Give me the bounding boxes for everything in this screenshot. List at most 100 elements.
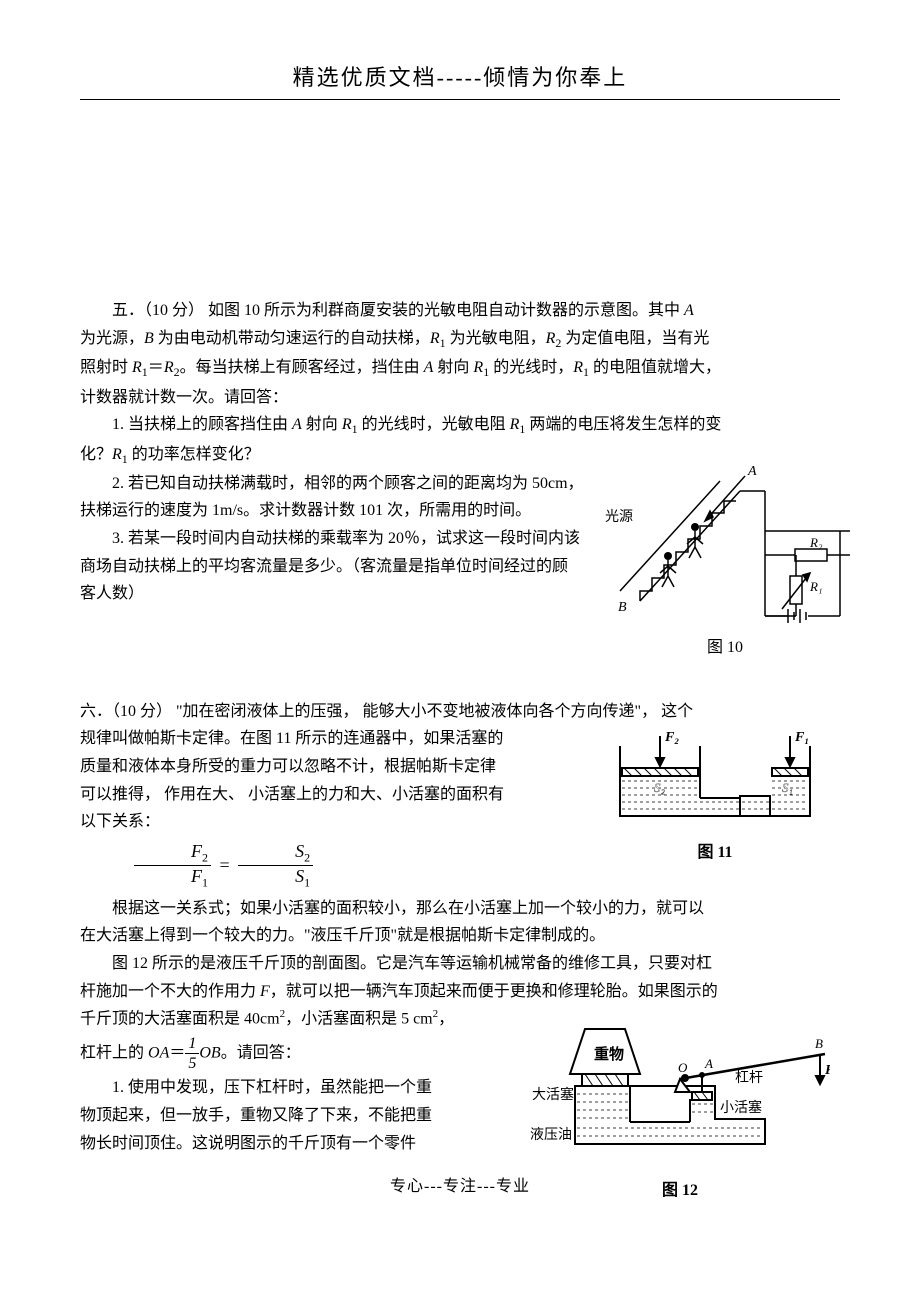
symbol-OB: OB [199,1044,220,1061]
q6-intro-line4: 可以推得， 作用在大、 小活塞上的力和大、小活塞的面积有 [80,782,551,808]
symbol-R: R [164,359,174,376]
q5-intro-line3: 照射时 R1＝R2。每当扶梯上有顾客经过，挡住由 A 射向 R1 的光线时，R1… [80,355,840,382]
label-B: B [815,1036,823,1051]
eq-sign: ＝ [148,359,164,376]
t: ，就可以把一辆汽车顶起来而便于更换和修理轮胎。如果图示的 [270,983,718,1000]
t: 为光敏电阻， [446,330,546,347]
label-F1: F₁ [794,730,809,745]
symbol-R: R [342,416,352,433]
t: 千斤顶的大活塞面积是 40cm [80,1010,280,1027]
t: ， [438,1010,454,1027]
figure-12: 重物 大活塞 液压油 杠杆 小活塞 O A B F 图 12 [530,1024,830,1204]
sub: 2 [202,850,208,864]
question-5-block: 五．（10 分） 如图 10 所示为利群商厦安装的光敏电阻自动计数器的示意图。其… [80,298,840,607]
t: 。每当扶梯上有顾客经过，挡住由 [180,359,424,376]
label-guangyuan: 光源 [605,509,633,525]
q5-sub2-line1: 2. 若已知自动扶梯满载时，相邻的两个顾客之间的距离均为 50cm， [80,471,597,497]
t: 为光源， [80,330,144,347]
sub: 2 [304,850,310,864]
symbol-A: A [684,302,694,319]
q6-intro-line1: 六．（10 分） "加在密闭液体上的压强， 能够大小不变地被液体向各个方向传递"… [80,699,840,725]
q5-intro-line4: 计数器就计数一次。请回答： [80,385,840,411]
symbol-F: F [260,983,270,1000]
t: 的光线时，光敏电阻 [358,416,510,433]
figure-10-caption: 图 10 [600,635,850,661]
q5-intro-line1: 五．（10 分） 如图 10 所示为利群商厦安装的光敏电阻自动计数器的示意图。其… [80,298,840,324]
q6-sub1-line1: 1. 使用中发现，压下杠杆时，虽然能把一个重 [80,1075,498,1101]
q5-heading: 五．（10 分） [112,302,204,319]
t: 。请回答： [221,1044,301,1061]
q5-sub2-line2: 扶梯运行的速度为 1m/s。求计数器计数 101 次，所需用的时间。 [80,498,597,524]
figure-11-caption: 图 11 [610,840,820,866]
label-big-piston: 大活塞 [532,1086,574,1103]
q6-oa-line: 杠杆上的 OA＝15OB。请回答： [80,1034,498,1073]
label-F: F [824,1063,830,1078]
symbol-A: A [424,359,434,376]
q6-body-line3: 图 12 所示的是液压千斤顶的剖面图。它是汽车等运输机械常备的维修工具，只要对杠 [80,951,840,977]
label-A: A [747,464,757,479]
t: 的功率怎样变化？ [128,446,260,463]
label-B: B [618,600,627,615]
symbol-R: R [132,359,142,376]
q5-sub1-line1: 1. 当扶梯上的顾客挡住由 A 射向 R1 的光线时，光敏电阻 R1 两端的电压… [80,412,840,439]
q6-heading: 六．（10 分） [80,703,172,720]
label-S2: S₂ [654,780,666,795]
symbol-OA: OA [148,1044,169,1061]
t: 射向 [302,416,342,433]
symbol-R: R [112,446,122,463]
header-title: 精选优质文档-----倾情为你奉上 [80,60,840,100]
q5-intro-line2: 为光源，B 为由电动机带动匀速运行的自动扶梯，R1 为光敏电阻，R2 为定值电阻… [80,326,840,353]
q6-sub1-line3: 物长时间顶住。这说明图示的千斤顶有一个零件 [80,1131,498,1157]
t: 杠杆上的 [80,1044,148,1061]
q6-body-line1: 根据这一关系式；如果小活塞的面积较小，那么在小活塞上加一个较小的力，就可以 [80,896,840,922]
label-small-piston: 小活塞 [720,1099,762,1116]
t: 为定值电阻，当有光 [561,330,709,347]
label-S1: S₁ [782,780,793,795]
q6-sub1-line2: 物顶起来，但一放手，重物又降了下来，不能把重 [80,1103,498,1129]
connected-vessels-diagram: F₂ F₁ S₂ S₁ [610,726,820,836]
label-A: A [704,1056,713,1071]
sub: 1 [202,875,208,889]
label-R1: R₁ [809,579,822,594]
q6-body-line4: 杆施加一个不大的作用力 F，就可以把一辆汽车顶起来而便于更换和修理轮胎。如果图示… [80,979,840,1005]
label-F2: F₂ [664,730,679,745]
t: ，小活塞面积是 5 cm [285,1010,433,1027]
symbol-B: B [144,330,154,347]
den: 5 [185,1054,199,1073]
t: "加在密闭液体上的压强， 能够大小不变地被液体向各个方向传递"， 这个 [172,703,693,720]
q5-sub3-line2: 商场自动扶梯上的平均客流量是多少。（客流量是指单位时间经过的顾 [80,554,597,580]
t: 为由电动机带动匀速运行的自动扶梯， [154,330,430,347]
t: 的光线时， [489,359,573,376]
symbol-R: R [573,359,583,376]
t: 的电阻值就增大， [589,359,721,376]
eq: = [220,855,230,875]
figure-10: A B 光源 [600,461,850,661]
hydraulic-jack-diagram: 重物 大活塞 液压油 杠杆 小活塞 O A B F [530,1024,830,1174]
num: 1 [185,1034,199,1054]
S: S [295,866,304,886]
t: 化？ [80,446,112,463]
label-lever: 杠杆 [735,1070,763,1086]
t: 射向 [433,359,473,376]
q5-intro-text1: 如图 10 所示为利群商厦安装的光敏电阻自动计数器的示意图。其中 [204,302,684,319]
F: F [191,866,202,886]
q5-sub3-line3: 客人数） [80,581,597,607]
t: 两端的电压将发生怎样的变 [525,416,721,433]
symbol-A: A [292,416,302,433]
t: 照射时 [80,359,132,376]
escalator-circuit-diagram: A B 光源 [600,461,850,631]
label-weight: 重物 [594,1045,624,1063]
t: 杆施加一个不大的作用力 [80,983,260,1000]
question-6-block: 六．（10 分） "加在密闭液体上的压强， 能够大小不变地被液体向各个方向传递"… [80,699,840,1156]
figure-11: F₂ F₁ S₂ S₁ 图 11 [610,726,820,866]
symbol-R: R [430,330,440,347]
q6-intro-line2: 规律叫做帕斯卡定律。在图 11 所示的连通器中，如果活塞的 [80,726,551,752]
sub: 1 [304,875,310,889]
S: S [295,841,304,861]
symbol-R: R [473,359,483,376]
F: F [191,841,202,861]
q6-intro-line3: 质量和液体本身所受的重力可以忽略不计，根据帕斯卡定律 [80,754,551,780]
symbol-R: R [546,330,556,347]
pascal-formula: F2F1 = S2S1 [80,841,551,890]
top-whitespace [80,108,840,298]
